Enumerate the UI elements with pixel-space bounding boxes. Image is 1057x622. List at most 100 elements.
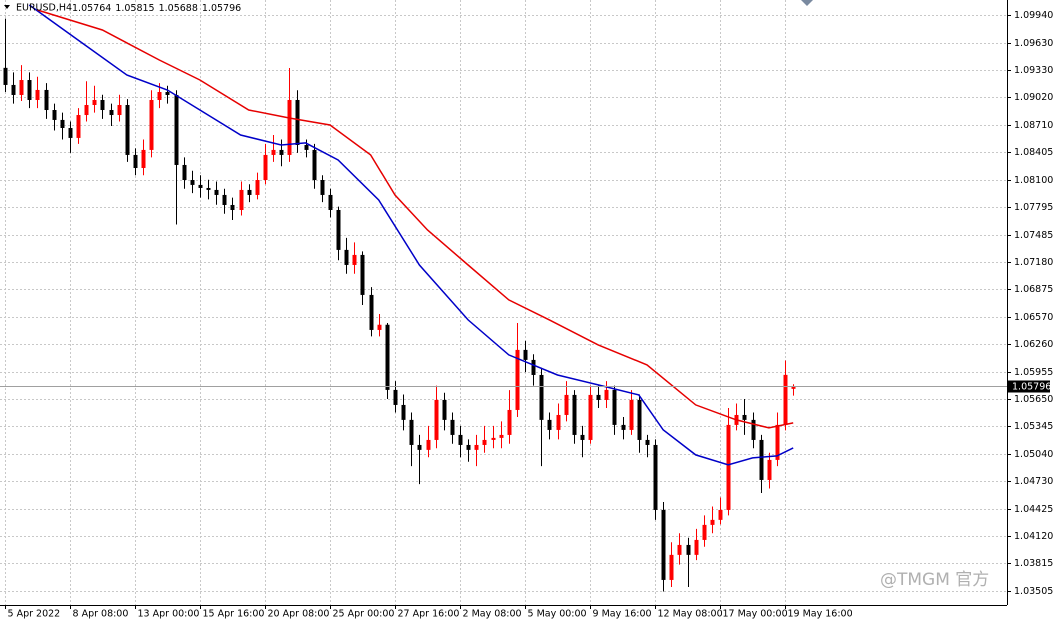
candle-body [401,404,406,420]
candle-body [653,444,658,510]
plot-area [3,4,796,592]
y-tick-label: 1.05345 [1014,421,1053,432]
candle-body [174,94,179,165]
candle-body [482,439,487,445]
candle-body [580,434,585,440]
ohlc-value: 1.05815 [115,3,154,14]
candle-body [133,154,138,169]
candle-body [328,194,333,210]
candle-body [377,324,382,330]
candle-body [344,249,349,265]
candle-body [206,187,211,190]
y-tick-label: 1.07180 [1014,257,1053,268]
ohlc-value: 1.05764 [72,3,111,14]
y-tick-label: 1.06875 [1014,284,1053,295]
candle-body [458,434,463,445]
candle-body [125,104,130,155]
candle-body [198,184,203,188]
candle-body [783,374,788,425]
x-tick-label: 8 Apr 08:00 [73,609,129,620]
x-tick-label: 5 May 00:00 [528,609,587,620]
candle-body [523,349,528,360]
y-tick-label: 1.05040 [1014,449,1053,460]
candle-body [76,115,81,138]
candle-body [385,324,390,390]
x-tick-label: 13 Apr 00:00 [138,609,200,620]
candle-body [442,399,447,420]
candle-body [92,99,97,105]
y-tick-label: 1.07795 [1014,202,1053,213]
candle-body [214,189,219,195]
x-tick-label: 17 May 00:00 [723,609,788,620]
candle-body [539,374,544,420]
y-tick-label: 1.09020 [1014,92,1053,103]
candle-body [474,444,479,450]
current-price-label: 1.05796 [1012,382,1051,393]
x-tick-label: 9 May 16:00 [593,609,652,620]
candle-body [686,544,691,555]
candle-body [677,544,682,555]
candle-body [255,180,260,195]
current-price-box [1008,380,1050,393]
candle-body [393,389,398,405]
candle-body [271,149,276,155]
ohlc-header: 1.05764 1.05815 1.05688 1.05796 [72,3,241,14]
candle-body [491,437,496,440]
candle-body [409,419,414,445]
candle-body [645,439,650,445]
candle-body [117,104,122,116]
candle-body [247,189,252,195]
candle-body [791,385,796,389]
candle-body [239,189,244,210]
candle-body [52,110,57,120]
x-tick-label: 2 May 08:00 [463,609,522,620]
candle-body [661,509,666,580]
moving-average [37,9,794,429]
candle-body [312,149,317,181]
candle-body [3,67,8,85]
candle-body [417,444,422,450]
y-tick-label: 1.07485 [1014,230,1053,241]
x-tick-label: 25 Apr 00:00 [333,609,395,620]
candle-body [304,145,309,150]
candle-body [287,99,292,155]
candle-body [702,524,707,540]
x-tick-label: 15 Apr 16:00 [203,609,265,620]
candle-body [775,424,780,460]
candle-body [190,180,195,185]
candle-body [694,539,699,555]
symbol-label: EURUSD,H4 [16,3,72,14]
candle-body [751,419,756,440]
candle-body [759,439,764,480]
candle-body [263,154,268,181]
shift-marker [801,0,813,6]
x-tick-label: 27 Apr 16:00 [398,609,460,620]
candle-body [726,424,731,510]
candle-body [742,414,747,420]
candle-body [499,434,504,438]
moving-average [28,4,794,466]
candle-body [279,149,284,155]
candle-body [507,409,512,435]
candle-body [109,110,114,116]
candle-body [466,444,471,450]
watermark: @TMGM 官方 [880,570,989,590]
candle-body [222,194,227,205]
candle-body [19,80,24,95]
menu-icon[interactable] [4,5,10,9]
candle-body [612,389,617,425]
candle-body [531,359,536,375]
candle-body [352,254,357,265]
candle-body [369,294,374,330]
y-tick-label: 1.06260 [1014,339,1053,350]
candle-body [669,554,674,580]
y-tick-label: 1.08405 [1014,147,1053,158]
y-tick-label: 1.03505 [1014,586,1053,597]
y-tick-label: 1.05650 [1014,394,1053,405]
candle-body [556,414,561,430]
candle-body [157,92,162,100]
candle-body [35,89,40,100]
y-tick-label: 1.04425 [1014,504,1053,515]
y-tick-label: 1.09330 [1014,65,1053,76]
